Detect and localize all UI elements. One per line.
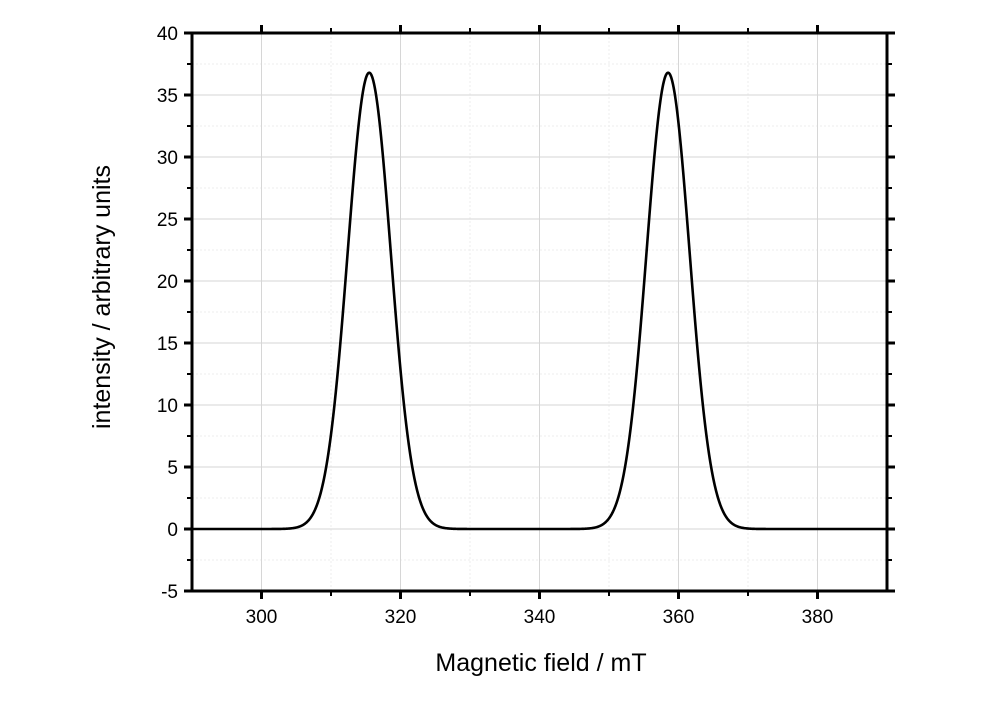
y-tick-label: 40 [157,24,178,45]
y-axis-title: intensity / arbitrary units [88,165,116,429]
x-tick-label: 340 [524,607,556,628]
x-tick-label: 380 [802,607,834,628]
y-tick-label: 25 [157,210,178,231]
x-axis-title: Magnetic field / mT [435,649,646,677]
y-tick-label: 15 [157,334,178,355]
y-tick-label: -5 [161,582,178,603]
y-tick-label: 20 [157,272,178,293]
axes [184,25,895,599]
y-tick-label: 0 [167,520,178,541]
tick-labels: 300 320 340 360 380 -5 0 5 10 15 20 25 30 35 40 [157,24,833,628]
y-tick-label: 5 [167,458,178,479]
y-tick-label: 35 [157,86,178,107]
x-tick-label: 320 [385,607,417,628]
y-tick-label: 10 [157,396,178,417]
x-tick-label: 360 [663,607,695,628]
grid [191,33,888,591]
y-tick-label: 30 [157,148,178,169]
data-series-line [191,71,888,531]
x-tick-label: 300 [246,607,278,628]
plot-area [191,71,888,531]
